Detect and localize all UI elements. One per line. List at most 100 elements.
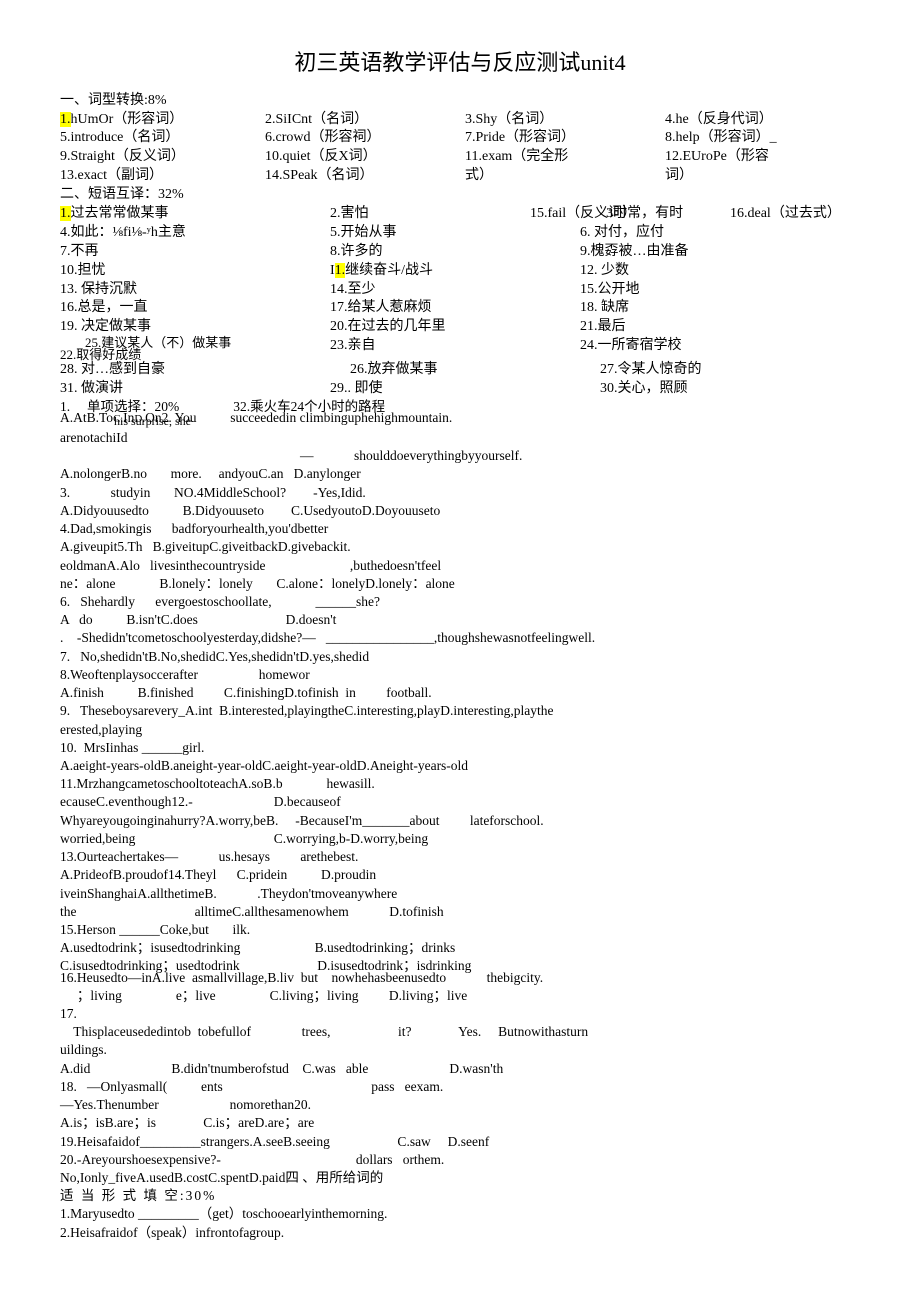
mc-43: No,Ionly_fiveA.usedB.costC.spentD.paid四 … xyxy=(60,1169,860,1187)
mc-22: ecauseC.eventhough12.- D.becauseof xyxy=(60,793,860,811)
mc-1b: succeededin climbinguphehighmountain. xyxy=(230,410,452,425)
page-title: 初三英语教学评估与反应测试unit4 xyxy=(60,48,860,78)
mc-37: A.did B.didn'tnumberofstud C.was able D.… xyxy=(60,1060,860,1078)
mc-32l: 16.Heusedto—inA.live asmallvillage,B.liv… xyxy=(60,969,860,987)
s1-8: 8.help（形容词）_ xyxy=(665,129,845,148)
s2-18: 18. 缺席 xyxy=(530,299,730,318)
s1-3: 3.Shy（名词） xyxy=(465,111,665,130)
mc-42: 20.-Areyourshoesexpensive?- dollars orth… xyxy=(60,1151,860,1169)
s2-21: 21.最后 xyxy=(530,318,730,337)
s2-16: 16.总是，一直 xyxy=(60,299,290,318)
s2-row4: 10.担忧 I1.继续奋斗/战斗 12. 少数 xyxy=(60,262,860,281)
s2-8: 8.许多的 xyxy=(290,243,530,262)
mc-5: 3. studyin NO.4MiddleSchool? -Yes,Idid. xyxy=(60,484,860,502)
mc-33: ；living e；live C.living；living D.living；… xyxy=(60,987,860,1005)
hl-1: 1. xyxy=(60,112,71,127)
s1-7: 7.Pride（形容词） xyxy=(465,129,665,148)
mc-27: iveinShanghaiA.allthetimeB. .Theydon'tmo… xyxy=(60,885,860,903)
s2-2: 2.害怕 xyxy=(290,205,530,224)
s2-22-25: 25.建议某人（不）做某事22.取得好成绩 xyxy=(60,337,290,360)
s2-row2: 4.如此：⅛fi⅛-ʸh主意 5.开始从事 6. 对付，应付 xyxy=(60,224,860,243)
s2-14: 14.至少 xyxy=(290,281,530,300)
s2-15: 15.公开地 xyxy=(530,281,730,300)
mc-25: 13.Ourteachertakes— us.hesays arethebest… xyxy=(60,848,860,866)
mc-16: A.finish B.finished C.finishingD.tofinis… xyxy=(60,684,860,702)
mc-38: 18. —Onlyasmall( ents pass eexam. xyxy=(60,1078,860,1096)
s2-24: 24.一所寄宿学校 xyxy=(530,337,730,360)
s2-23: 23.亲自 xyxy=(290,337,530,360)
s2-31: 31. 做演讲 xyxy=(60,380,290,399)
s2-13: 13. 保持沉默 xyxy=(60,281,290,300)
mc-40: A.is；isB.are；is C.is；areD.are；are xyxy=(60,1114,860,1132)
s2-30: 30.关心，照顾 xyxy=(530,380,730,399)
s1-13: 13.exact（副词） xyxy=(60,167,265,186)
hl-3: 1. xyxy=(335,263,346,278)
mc-35: Thisplaceusededintob tobefullof trees, i… xyxy=(60,1023,860,1041)
mc-39: —Yes.Thenumber nomorethan20. xyxy=(60,1096,860,1114)
s1-1: hUmOr（形容词） xyxy=(71,112,184,127)
section1-grid: 1.hUmOr（形容词） 2.SiICnt（名词） 3.Shy（名词） 4.he… xyxy=(60,111,860,187)
s2-row1: 1.过去常常做某事 2.害怕 15.fail（反义词）3时常，有时 16.dea… xyxy=(60,205,860,224)
mc-8: A.giveupit5.Th B.giveitupC.giveitbackD.g… xyxy=(60,538,860,556)
mc-17: 9. Theseboysarevery_A.int B.interested,p… xyxy=(60,702,860,720)
s2-row10: 31. 做演讲 29.. 即使 30.关心，照顾 xyxy=(60,380,860,399)
mc-20: A.aeight-years-oldB.aneight-year-oldC.ae… xyxy=(60,757,860,775)
mc-29: 15.Herson ______Coke,but ilk. xyxy=(60,921,860,939)
mc-24: worried,being C.worrying,b-D.worry,being xyxy=(60,830,860,848)
s2-3: 3时常，有时 xyxy=(606,206,683,221)
mc-3b: shoulddoeverythingbyyourself. xyxy=(354,448,522,463)
s2-row9: 28. 对…感到自豪 26.放弃做某事 27.令某人惊奇的 xyxy=(60,361,860,380)
mc-19: 10. MrsIinhas ______girl. xyxy=(60,739,860,757)
s1-15: 式） xyxy=(465,167,665,186)
s2-12: 12. 少数 xyxy=(530,262,730,281)
s1-5: 5.introduce（名词） xyxy=(60,129,265,148)
mc-18: erested,playing xyxy=(60,721,860,739)
s1-14: 14.SPeak（名词） xyxy=(265,167,465,186)
mc-12: A do B.isn'tC.does D.doesn't xyxy=(60,611,860,629)
s1-6: 6.crowd（形容祠） xyxy=(265,129,465,148)
s2-29: 29.. 即使 xyxy=(290,380,530,399)
mc-6: A.Didyouusedto B.Didyouuseto C.Usedyouto… xyxy=(60,502,860,520)
s2-1: 过去常常做某事 xyxy=(71,206,169,221)
mc-45: 1.Maryusedto _________（get）toschooearlyi… xyxy=(60,1205,860,1223)
s2-9: 9.槐孬被…由准备 xyxy=(530,243,730,262)
s1-2: 2.SiICnt（名词） xyxy=(265,111,465,130)
s2-27: 27.令某人惊奇的 xyxy=(530,361,730,380)
s2-11a: I xyxy=(330,263,335,278)
s1-10: 10.quiet（反X词） xyxy=(265,148,465,167)
mc-3a: — xyxy=(300,448,314,463)
mc-44: 适 当 形 式 填 空:30% xyxy=(60,1187,860,1205)
mc-10: ne：alone B.lonely：lonely C.alone：lonelyD… xyxy=(60,575,860,593)
mc-7: 4.Dad,smokingis badforyourhealth,you'dbe… xyxy=(60,520,860,538)
mc-2b: arenotachiId xyxy=(60,429,860,447)
s2-row8: 25.建议某人（不）做某事22.取得好成绩 23.亲自 24.一所寄宿学校 xyxy=(60,337,860,360)
mc-13: . -Shedidn'tcometoschoolyesterday,didshe… xyxy=(60,629,860,647)
mc-26: A.PrideofB.proudof14.Theyl C.pridein D.p… xyxy=(60,866,860,884)
mc-14: 7. No,shedidn'tB.No,shedidC.Yes,shedidn'… xyxy=(60,648,860,666)
mc-30: A.usedtodrink；isusedtodrinking B.usedtod… xyxy=(60,939,860,957)
s2-6: 6. 对付，应付 xyxy=(530,224,730,243)
s2-row6: 16.总是，一直 17.给某人惹麻烦 18. 缺席 xyxy=(60,299,860,318)
s1-16: 词） xyxy=(665,167,845,186)
s2-16d: 16.deal（过去式） xyxy=(730,205,860,224)
mc-41: 19.Heisafaidof_________strangers.A.seeB.… xyxy=(60,1133,860,1151)
mc-34: 17. xyxy=(60,1005,860,1023)
mc-28: the alltimeC.allthesamenowhem D.tofinish xyxy=(60,903,860,921)
s2-28: 28. 对…感到自豪 xyxy=(60,361,290,380)
s2-row3: 7.不再 8.许多的 9.槐孬被…由准备 xyxy=(60,243,860,262)
s2-7: 7.不再 xyxy=(60,243,290,262)
s1-11: 11.exam（完全形 xyxy=(465,148,665,167)
mc-21: 11.MrzhangcametoschooltoteachA.soB.b hew… xyxy=(60,775,860,793)
mc-36: uildings. xyxy=(60,1041,860,1059)
s1-12: 12.EUroPe（形容 xyxy=(665,148,845,167)
s2-26: 26.放弃做某事 xyxy=(290,361,530,380)
s2-17: 17.给某人惹麻烦 xyxy=(290,299,530,318)
mc-15: 8.Weoftenplaysoccerafter homewor xyxy=(60,666,860,684)
mc-23: Whyareyougoinginahurry?A.worry,beB. -Bec… xyxy=(60,812,860,830)
mc-9: eoldmanA.Alo livesinthecountryside ,buth… xyxy=(60,557,860,575)
mc-11: 6. Shehardly evergoestoschoollate, _____… xyxy=(60,593,860,611)
s1-9: 9.Straight（反义词） xyxy=(60,148,265,167)
mc-4: A.nolongerB.no more. andyouC.an D.anylon… xyxy=(60,465,860,483)
mc-1c: his surprise, she xyxy=(60,413,860,429)
s2-10: 10.担忧 xyxy=(60,262,290,281)
